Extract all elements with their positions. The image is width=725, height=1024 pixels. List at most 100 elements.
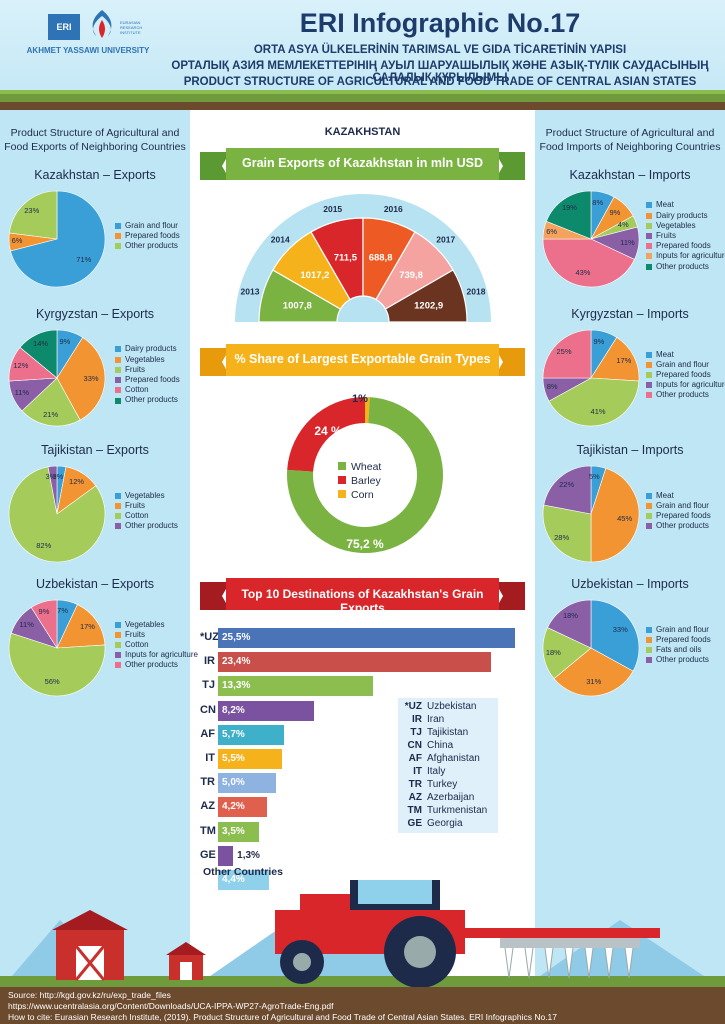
legend-item: Grain and flour (115, 221, 180, 231)
legend-item: Grain and flour (646, 360, 725, 370)
dest-legend-name: Georgia (427, 818, 463, 829)
dest-legend-code: *UZ (404, 701, 422, 712)
donut-pct-label: 1% (352, 393, 368, 405)
legend-label: Grain and flour (125, 220, 178, 230)
dest-value: 8,2% (222, 704, 245, 716)
legend-label: Other products (125, 241, 178, 251)
pie-pct-label: 9% (593, 337, 605, 347)
header: ERI EURASIAN RESEARCH INSTITUTE AKHMET Y… (0, 0, 725, 98)
pie-pct-label: 43% (575, 267, 591, 277)
pie-pct-label: 82% (36, 541, 52, 551)
left-pie-1 (8, 329, 106, 427)
pie-pct-label: 11% (620, 237, 635, 247)
gauge-value: 711,5 (334, 252, 358, 263)
dest-code: IT (205, 752, 215, 764)
source-2: https://www.ucentralasia.org/Content/Dow… (8, 1001, 334, 1011)
legend-item: Inputs for agriculture (646, 380, 725, 390)
right-pie-legend-2: Meat Grain and flour Prepared foods Other p… (646, 491, 711, 532)
legend-item: Other products (115, 660, 198, 670)
legend-swatch (115, 232, 121, 239)
dest-legend-code: IT (413, 766, 422, 777)
legend-item: Prepared foods (115, 375, 180, 385)
dest-bar (218, 821, 259, 842)
subtitle-kz: ОРТАЛЫҚ АЗИЯ МЕМЛЕКЕТТЕРІНІҢ АУЫЛ ШАРУАШ… (171, 60, 709, 84)
legend-label: Other products (656, 655, 709, 665)
legend-label: Meat (656, 200, 674, 210)
share-title-banner (200, 344, 525, 376)
dest-value: 13,3% (222, 680, 251, 692)
legend-swatch (646, 361, 652, 368)
gauge-segment-2017 (375, 231, 454, 310)
donut-legend-label: Corn (351, 489, 374, 501)
dest-legend-code: CN (407, 740, 422, 751)
pie-pct-label: 14% (33, 339, 49, 349)
grain-exports-gauge: 1007,8 2013 1017,2 2014 711,5 2015 688,8 2016 73… (235, 194, 491, 323)
dest-legend-item: GE Georgia (398, 818, 498, 829)
legend-swatch (646, 626, 652, 633)
pie-pct-label: 19% (561, 203, 577, 213)
legend-item: Fruits (115, 365, 180, 375)
dest-bar (218, 628, 515, 648)
gauge-year: 2014 (271, 234, 290, 244)
legend-swatch (115, 346, 121, 353)
dest-legend-item: AF Afghanistan (398, 753, 498, 764)
legend-item: Fruits (646, 231, 725, 241)
legend-label: Fruits (656, 230, 676, 240)
legend-label: Inputs for agriculture (656, 380, 725, 390)
gauge-value: 688,8 (369, 252, 393, 263)
source-1: Source: http://kgd.gov.kz/ru/exp_trade_f… (8, 990, 171, 1000)
legend-label: Other products (125, 660, 178, 670)
dest-legend-item: IR Iran (398, 714, 498, 725)
dest-code: CN (200, 703, 216, 716)
tractor-icon (275, 880, 660, 988)
dest-legend-name: China (427, 740, 454, 751)
pie-pct-label: 28% (554, 532, 570, 542)
legend-item: Dairy products (115, 344, 180, 354)
logo-text: EURASIAN RESEARCH INSTITUTE (120, 20, 143, 35)
dest-code: TJ (202, 679, 215, 692)
logo-abbr: ERI (48, 14, 80, 40)
legend-swatch (646, 492, 652, 499)
pie-pct-label: 41% (590, 406, 606, 416)
legend-item: Fruits (115, 630, 198, 640)
gauge-segment-2015 (310, 217, 364, 301)
dest-bar (218, 700, 314, 721)
legend-swatch (115, 356, 121, 363)
donut-legend-swatch (338, 476, 346, 484)
dest-value: 23,4% (222, 656, 251, 668)
legend-item: Inputs for agriculture (646, 251, 725, 261)
pie-pct-label: 31% (586, 677, 602, 687)
gauge-year: 2017 (436, 234, 455, 244)
legend-item: Other products (646, 262, 725, 272)
legend-item: Vegetables (646, 221, 725, 231)
gauge-year: 2015 (323, 204, 342, 214)
pie-slice (553, 647, 634, 697)
legend-item: Dairy products (646, 211, 725, 221)
dest-bar-row: 4,4% (200, 870, 520, 890)
legend-swatch (646, 263, 652, 270)
dest-legend-name: Tajikistan (427, 727, 469, 738)
legend-label: Meat (656, 490, 674, 500)
pie-slice (547, 599, 592, 649)
legend-label: Grain and flour (656, 500, 709, 510)
legend-label: Prepared foods (656, 634, 711, 644)
gauge-year: 2016 (384, 204, 403, 214)
right-pie-legend-3: Grain and flour Prepared foods Fats and oi… (646, 625, 711, 666)
left-pie-legend-3: Vegetables Fruits Cotton Inputs for agricul… (115, 620, 198, 671)
farm-scene (0, 880, 725, 990)
right-pie-1 (542, 329, 640, 427)
dest-code: *UZ (200, 631, 219, 643)
dest-title-banner (200, 578, 525, 610)
dest-bar (218, 676, 373, 697)
legend-swatch (115, 377, 121, 384)
dest-legend-code: TR (408, 779, 422, 790)
right-pie-2 (542, 465, 640, 563)
pie-pct-label: 7% (57, 606, 68, 616)
dest-value: 4,4% (222, 874, 245, 885)
right-pie-title-2: Tajikistan – Imports (576, 443, 684, 457)
legend-item: Other products (646, 390, 725, 400)
dest-bar (218, 724, 285, 745)
legend-label: Other products (656, 521, 709, 531)
legend-swatch (646, 523, 652, 530)
eri-logo: ERI EURASIAN RESEARCH INSTITUTE AKHMET Y… (8, 6, 158, 62)
